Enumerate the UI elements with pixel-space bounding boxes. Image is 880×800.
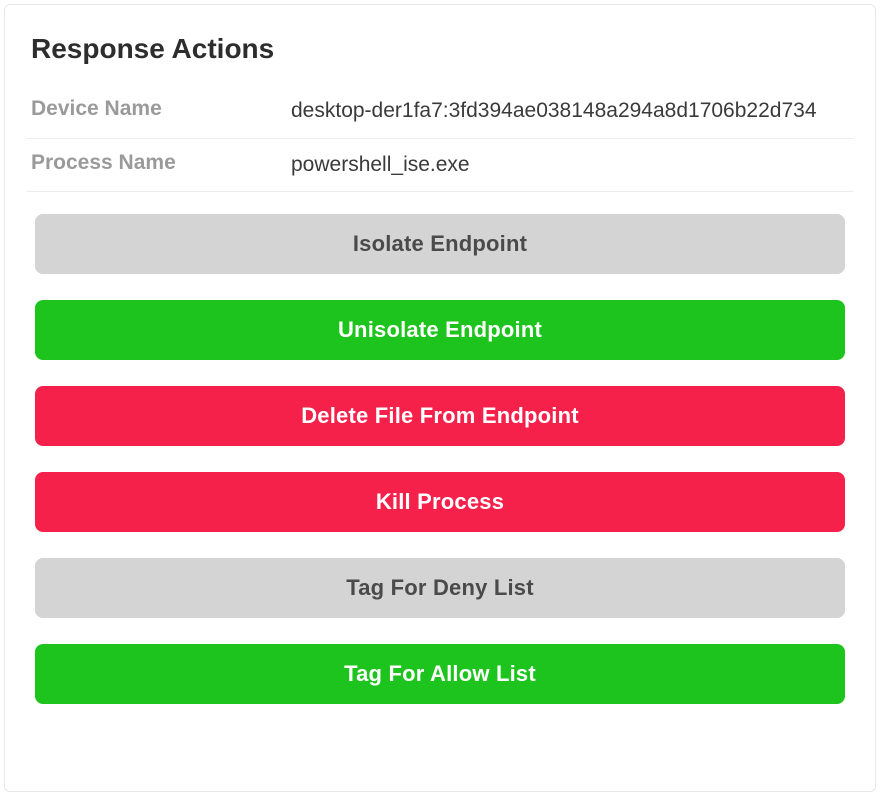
tag-allow-list-button[interactable]: Tag For Allow List	[35, 644, 845, 704]
process-name-value: powershell_ise.exe	[291, 149, 500, 182]
process-name-label: Process Name	[31, 149, 291, 175]
isolate-endpoint-button[interactable]: Isolate Endpoint	[35, 214, 845, 274]
panel-title: Response Actions	[31, 33, 853, 65]
info-table: Device Name desktop-der1fa7:3fd394ae0381…	[27, 91, 853, 192]
kill-process-button[interactable]: Kill Process	[35, 472, 845, 532]
device-name-value: desktop-der1fa7:3fd394ae038148a294a8d170…	[291, 95, 847, 128]
actions-container: Isolate Endpoint Unisolate Endpoint Dele…	[27, 214, 853, 704]
device-name-label: Device Name	[31, 95, 291, 121]
unisolate-endpoint-button[interactable]: Unisolate Endpoint	[35, 300, 845, 360]
process-name-row: Process Name powershell_ise.exe	[27, 139, 853, 193]
tag-deny-list-button[interactable]: Tag For Deny List	[35, 558, 845, 618]
delete-file-button[interactable]: Delete File From Endpoint	[35, 386, 845, 446]
response-actions-panel: Response Actions Device Name desktop-der…	[4, 4, 876, 792]
device-name-row: Device Name desktop-der1fa7:3fd394ae0381…	[27, 91, 853, 139]
